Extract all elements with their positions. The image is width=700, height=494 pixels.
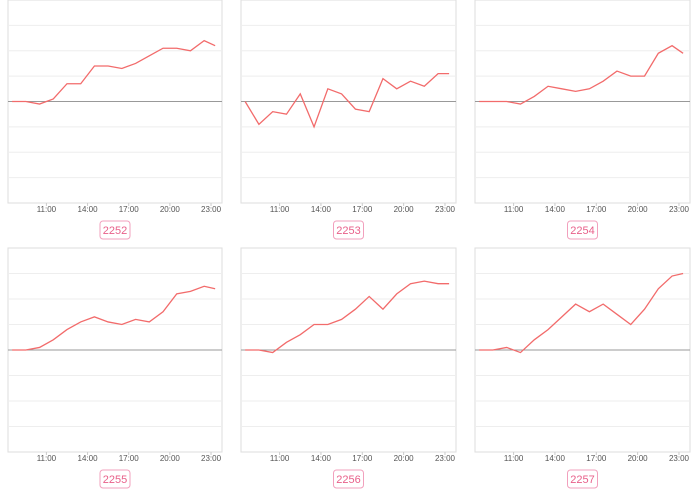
- x-tick-label: 11:00: [270, 454, 290, 463]
- data-line: [479, 44, 684, 105]
- badge-label: 2252: [103, 225, 127, 237]
- x-tick-label: 20:00: [160, 205, 181, 214]
- x-tick-label: 23:00: [669, 454, 690, 463]
- x-tick-label: 17:00: [352, 454, 373, 463]
- data-line: [479, 272, 684, 354]
- badge-label: 2254: [570, 225, 594, 237]
- x-tick-label: 14:00: [78, 454, 99, 463]
- x-tick-label: 23:00: [669, 205, 690, 214]
- x-tick-label: 23:00: [201, 454, 222, 463]
- x-tick-label: 14:00: [545, 454, 566, 463]
- x-tick-label: 11:00: [504, 205, 524, 214]
- x-tick-label: 20:00: [628, 205, 649, 214]
- x-tick-label: 14:00: [78, 205, 99, 214]
- x-tick-label: 17:00: [586, 205, 607, 214]
- x-tick-label: 17:00: [119, 205, 140, 214]
- badge-frame: [567, 220, 598, 240]
- x-tick-label: 23:00: [435, 205, 456, 214]
- badge-label: 2253: [336, 225, 360, 237]
- x-tick-label: 17:00: [586, 454, 607, 463]
- data-line: [12, 39, 216, 105]
- badge-label: 2257: [570, 474, 594, 486]
- x-tick-label: 11:00: [37, 205, 57, 214]
- x-tick-label: 17:00: [119, 454, 140, 463]
- x-tick-label: 20:00: [160, 454, 181, 463]
- badge-frame: [333, 469, 364, 489]
- x-tick-label: 23:00: [435, 454, 456, 463]
- x-tick-label: 20:00: [394, 454, 415, 463]
- badge-frame: [99, 469, 131, 489]
- x-tick-label: 14:00: [311, 454, 332, 463]
- x-tick-label: 20:00: [394, 205, 415, 214]
- x-tick-label: 20:00: [628, 454, 649, 463]
- data-line: [245, 280, 450, 354]
- x-tick-label: 11:00: [504, 454, 524, 463]
- badge-frame: [333, 220, 364, 240]
- x-tick-label: 11:00: [270, 205, 290, 214]
- x-tick-label: 23:00: [201, 205, 222, 214]
- badge-frame: [99, 220, 131, 240]
- badge-label: 2255: [103, 474, 127, 486]
- x-tick-label: 14:00: [545, 205, 566, 214]
- x-tick-label: 17:00: [352, 205, 373, 214]
- data-line: [244, 72, 450, 129]
- x-tick-label: 14:00: [311, 205, 332, 214]
- data-line: [12, 285, 216, 351]
- badge-label: 2256: [336, 474, 360, 486]
- badge-frame: [567, 469, 598, 489]
- x-tick-label: 11:00: [37, 454, 57, 463]
